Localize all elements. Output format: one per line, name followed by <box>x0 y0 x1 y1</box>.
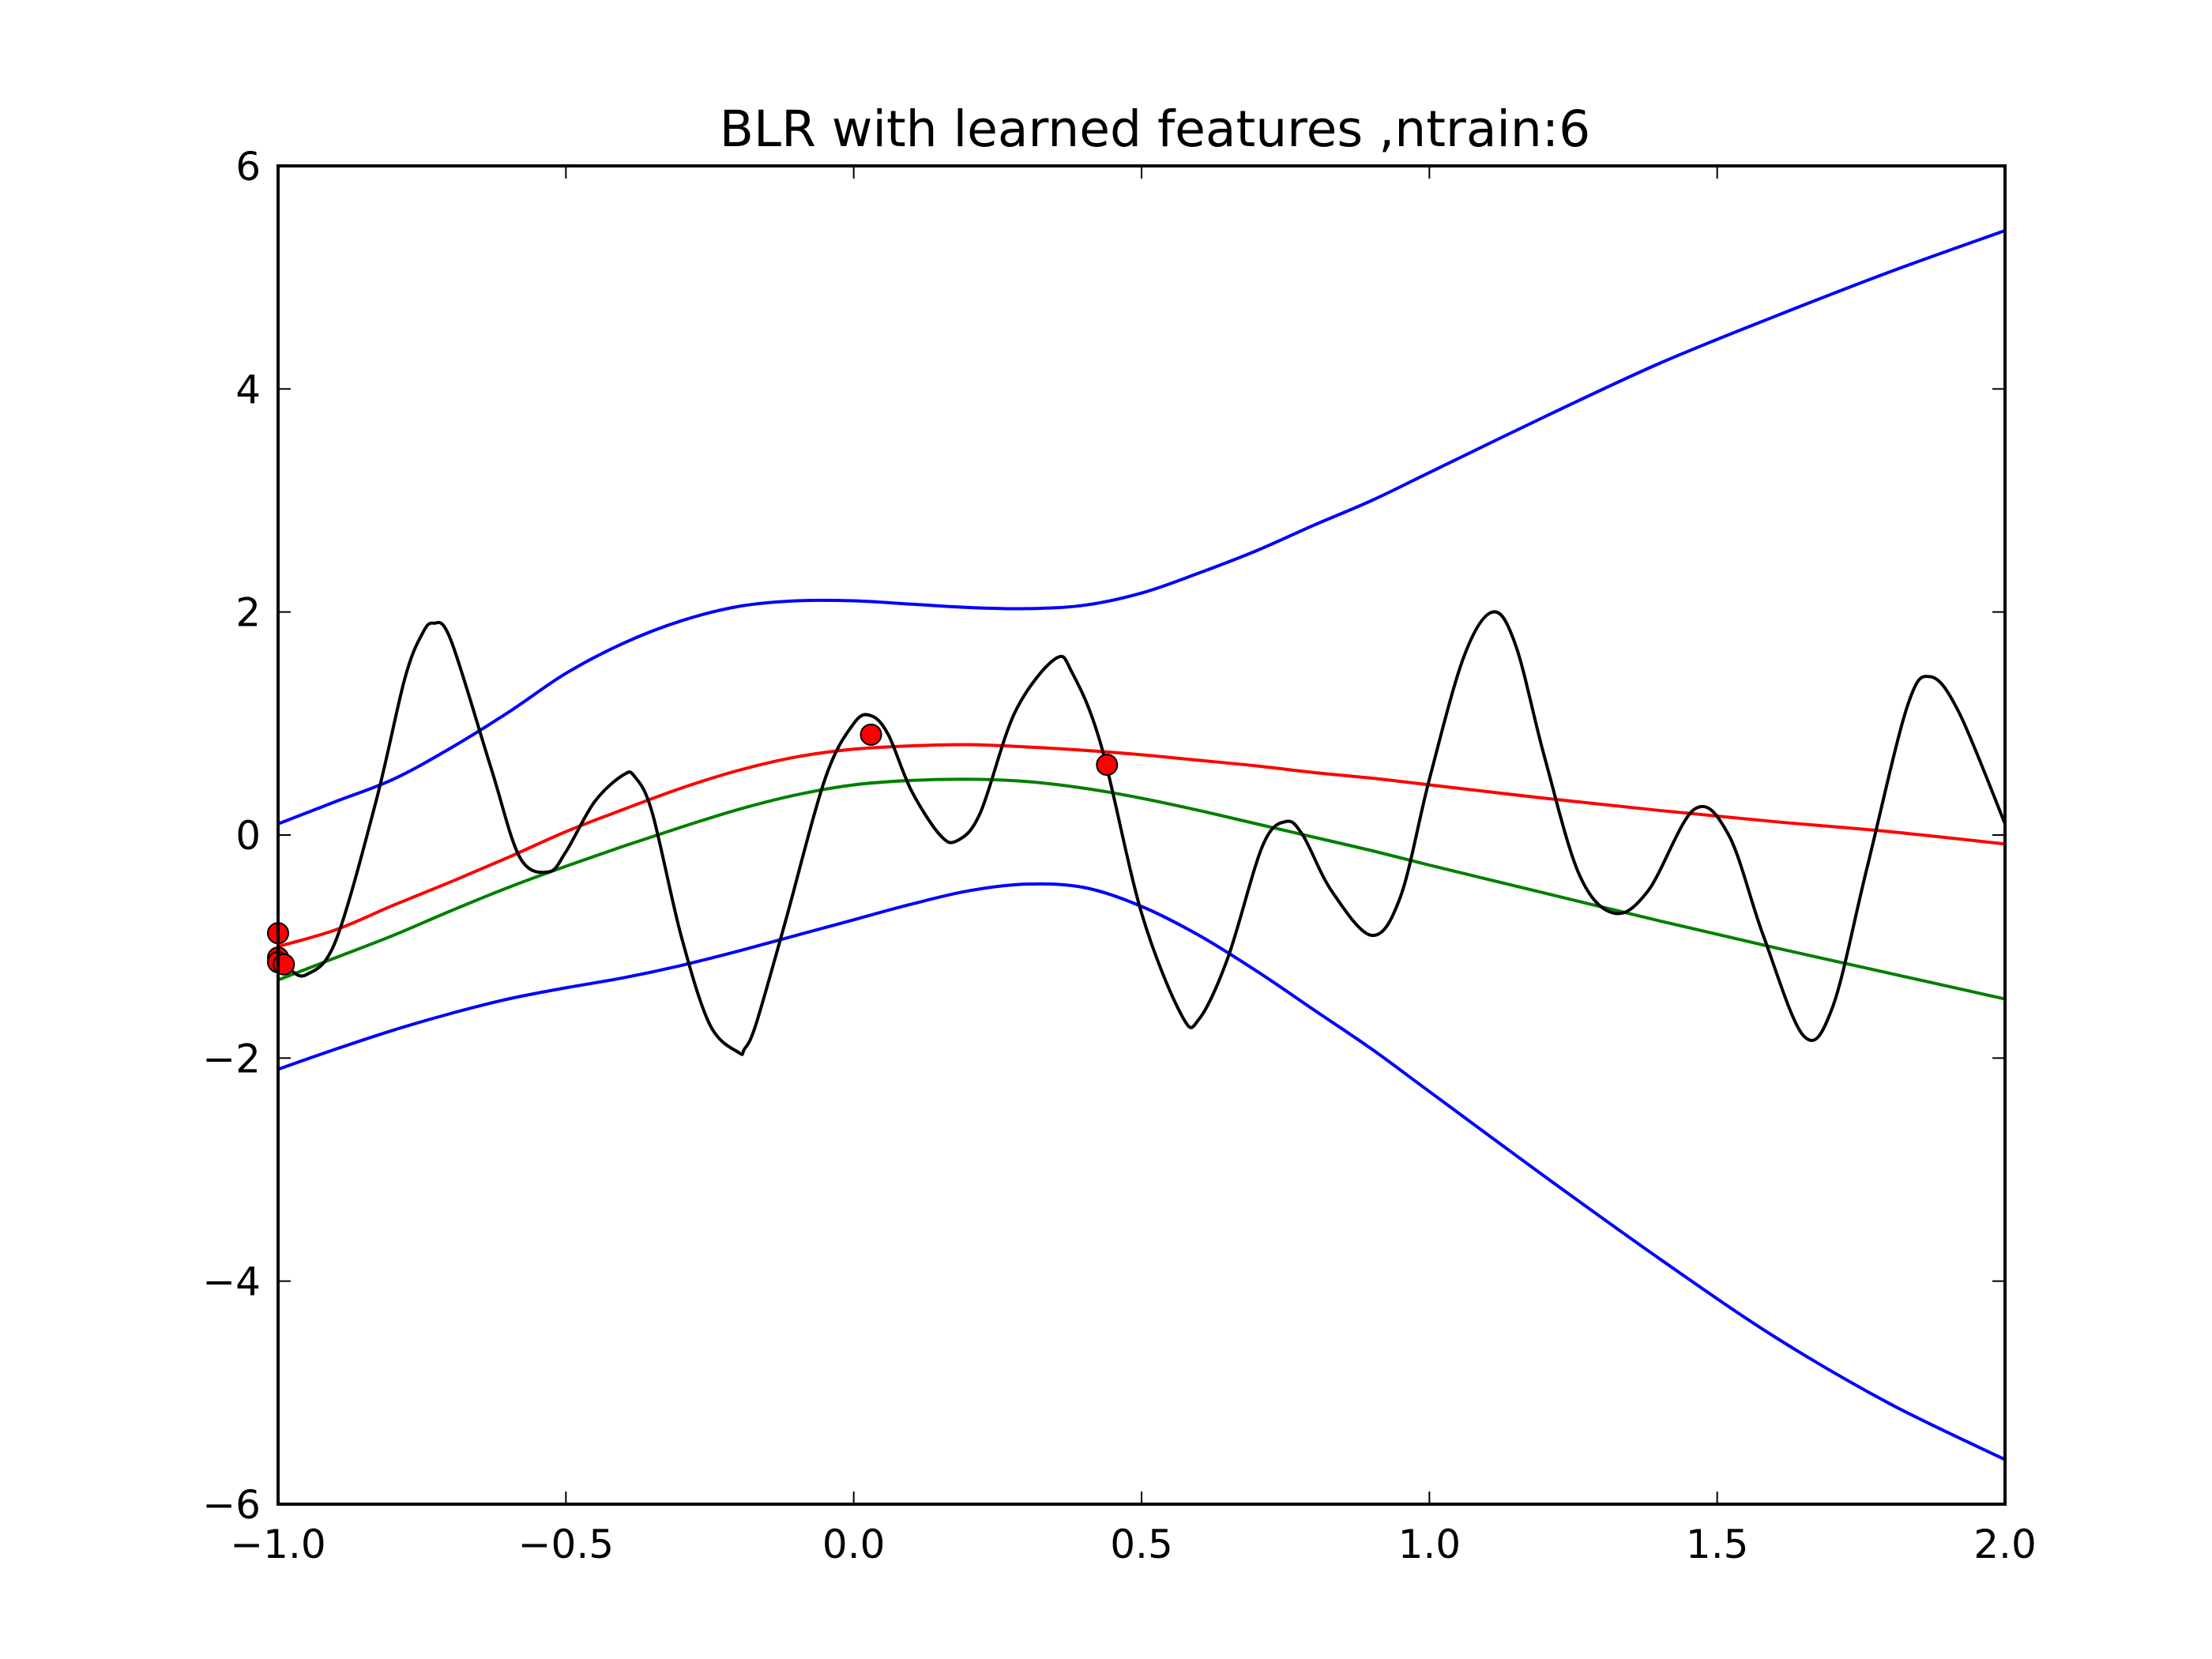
prediction-mean-line <box>278 743 2005 949</box>
training-point <box>860 723 882 746</box>
x-tick-label: 1.5 <box>1686 1522 1749 1567</box>
y-tick-label: −2 <box>202 1036 261 1082</box>
x-tick-label: 2.0 <box>1973 1522 2037 1567</box>
learned-fit-line <box>278 777 2005 1001</box>
lower-band-line <box>278 882 2005 1462</box>
true-function-line <box>278 610 2005 1056</box>
x-tick-label: −1.0 <box>230 1522 325 1567</box>
y-tick-label: 0 <box>235 813 261 859</box>
y-tick-label: 6 <box>235 144 261 190</box>
x-tick-label: 1.0 <box>1398 1522 1462 1567</box>
upper-band-line <box>278 228 2005 826</box>
training-point <box>1096 754 1119 777</box>
x-tick-label: 0.0 <box>822 1522 886 1567</box>
x-tick-label: 0.5 <box>1110 1522 1173 1567</box>
series-layer <box>278 228 2005 1462</box>
y-tick-label: 4 <box>235 367 261 412</box>
y-tick-label: −6 <box>202 1482 261 1528</box>
x-tick-labels: −1.0 −0.5 0.0 0.5 1.0 1.5 2.0 <box>230 1522 2036 1567</box>
chart-title: BLR with learned features ,ntrain:6 <box>720 100 1590 158</box>
y-tick-label: −4 <box>202 1259 261 1305</box>
x-tick-label: −0.5 <box>518 1522 614 1567</box>
axis-ticks <box>277 165 2006 1505</box>
y-tick-labels: −6 −4 −2 0 2 4 6 <box>202 144 261 1528</box>
y-tick-label: 2 <box>235 590 261 636</box>
